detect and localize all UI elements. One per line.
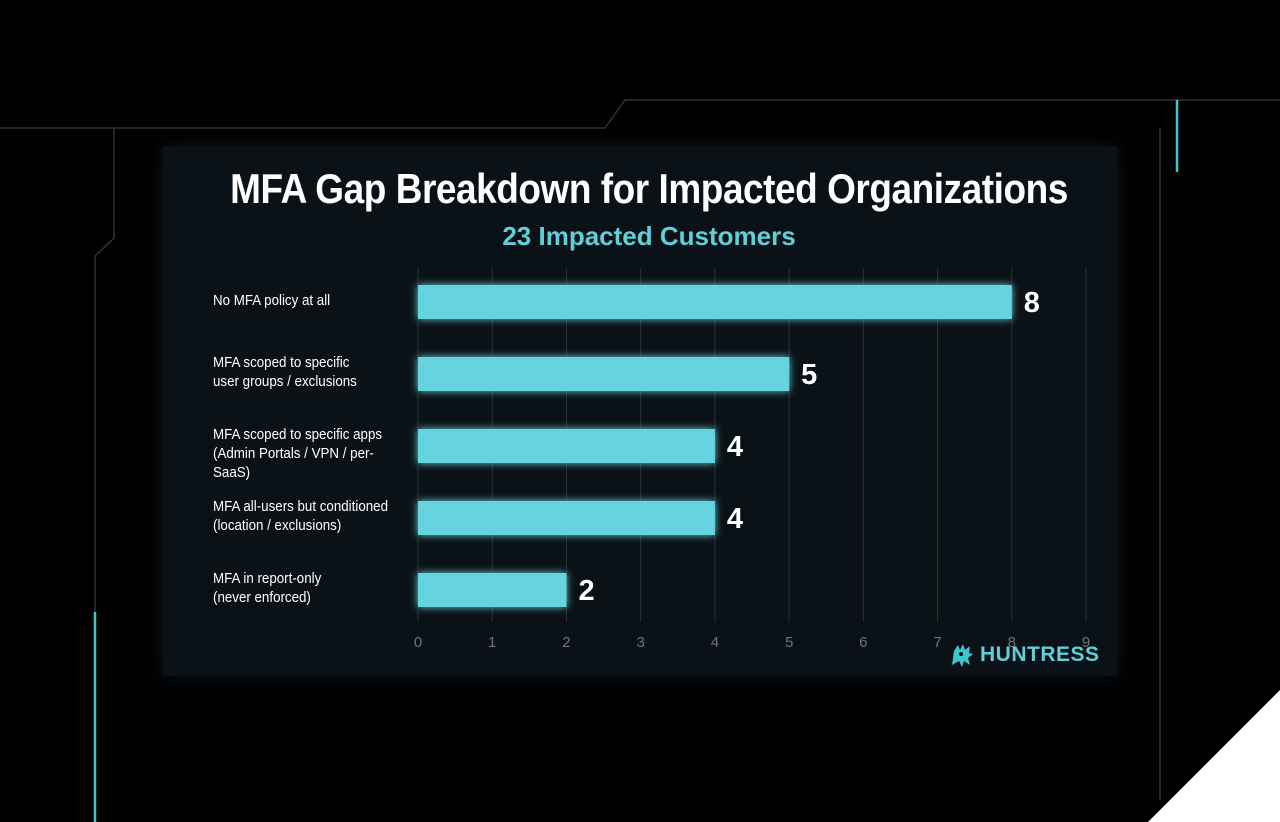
bar	[418, 429, 715, 463]
x-tick-label: 1	[488, 634, 496, 651]
category-label: MFA in report-only (never enforced)	[213, 571, 322, 606]
category-label: MFA scoped to specific user groups / exc…	[213, 355, 357, 390]
data-label: 2	[578, 575, 594, 607]
chart-panel	[162, 146, 1118, 676]
x-tick-label: 8	[1008, 634, 1016, 651]
bar	[418, 501, 715, 535]
data-label: 8	[1024, 287, 1040, 319]
x-tick-label: 5	[785, 634, 793, 651]
x-tick-label: 7	[933, 634, 941, 651]
huntress-logo-icon	[952, 644, 973, 667]
chart-title: MFA Gap Breakdown for Impacted Organizat…	[230, 165, 1068, 212]
x-tick-label: 6	[859, 634, 867, 651]
x-tick-label: 0	[414, 634, 422, 651]
category-label: MFA scoped to specific apps (Admin Porta…	[213, 427, 383, 481]
chart-subtitle: 23 Impacted Customers	[502, 221, 796, 251]
logo-text: HUNTRESS	[980, 643, 1100, 666]
huntress-logo: HUNTRESS	[948, 640, 1100, 670]
x-tick-label: 2	[562, 634, 570, 651]
bar	[418, 285, 1012, 319]
bar	[418, 573, 567, 607]
data-label: 4	[727, 503, 743, 535]
category-label: MFA all-users but conditioned (location …	[213, 499, 389, 534]
data-label: 5	[801, 359, 817, 391]
data-label: 4	[727, 431, 743, 463]
bar	[418, 357, 790, 391]
x-tick-label: 4	[711, 634, 719, 651]
x-tick-label: 3	[636, 634, 644, 651]
category-label: No MFA policy at all	[213, 292, 331, 309]
corner-accent	[1148, 690, 1280, 822]
x-tick-label: 9	[1082, 634, 1090, 651]
